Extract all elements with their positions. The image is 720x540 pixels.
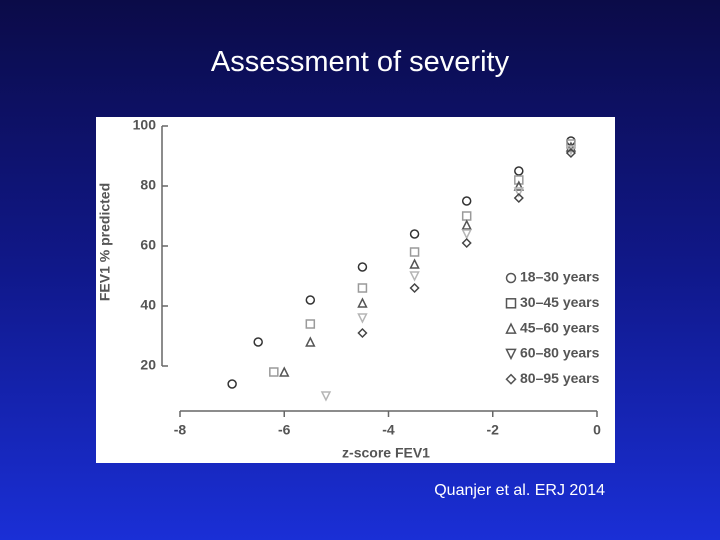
legend-label: 60–80 years	[520, 345, 600, 361]
point	[305, 295, 316, 305]
legend-marker	[505, 298, 517, 309]
legend-marker	[505, 348, 517, 361]
legend-label: 80–95 years	[520, 370, 600, 386]
point	[357, 262, 368, 272]
x-tick-label: -4	[382, 422, 395, 438]
x-tick-label: -6	[278, 422, 291, 438]
point	[513, 187, 525, 198]
slide-title: Assessment of severity	[210, 46, 510, 78]
point	[357, 313, 368, 324]
point	[279, 366, 290, 377]
point	[565, 147, 576, 159]
x-tick-label: -2	[487, 422, 500, 438]
x-tick-label: 0	[593, 422, 601, 438]
y-tick-label: 20	[140, 357, 156, 373]
point	[227, 379, 237, 389]
x-tick-label: -8	[174, 422, 187, 438]
point	[409, 258, 420, 269]
point	[305, 319, 316, 329]
point	[357, 327, 368, 339]
point	[409, 229, 420, 239]
point	[565, 141, 577, 152]
point	[514, 175, 524, 185]
y-tick-label: 80	[140, 177, 156, 193]
point	[461, 219, 472, 230]
point	[409, 282, 420, 294]
x-axis-label: z-score FEV1	[342, 445, 430, 461]
citation: Quanjer et al. ERJ 2014	[434, 482, 605, 499]
point	[253, 337, 263, 347]
point	[357, 283, 368, 293]
y-axis-label: FEV1 % predicted	[97, 183, 113, 301]
legend-marker	[505, 322, 517, 334]
point	[514, 166, 524, 176]
y-tick-label: 60	[140, 237, 156, 253]
point	[409, 271, 420, 282]
legend-marker	[505, 373, 517, 385]
legend-label: 45–60 years	[520, 319, 600, 335]
legend-label: 18–30 years	[520, 269, 600, 285]
legend-label: 30–45 years	[520, 294, 600, 310]
point	[461, 237, 472, 249]
point	[357, 297, 368, 308]
legend-marker	[505, 272, 517, 284]
y-tick-label: 100	[133, 117, 157, 133]
point	[461, 196, 472, 206]
chart: 20 40 60 80 100 -8 -6 -4 -2 0 z-score FEV1 FEV1 % p…	[96, 117, 615, 463]
point	[461, 211, 472, 221]
y-tick-label: 40	[140, 297, 156, 313]
point	[269, 367, 279, 377]
point	[461, 229, 472, 240]
point	[305, 336, 316, 347]
point	[513, 180, 525, 191]
point	[409, 247, 420, 257]
point	[513, 192, 524, 204]
point	[320, 391, 332, 402]
